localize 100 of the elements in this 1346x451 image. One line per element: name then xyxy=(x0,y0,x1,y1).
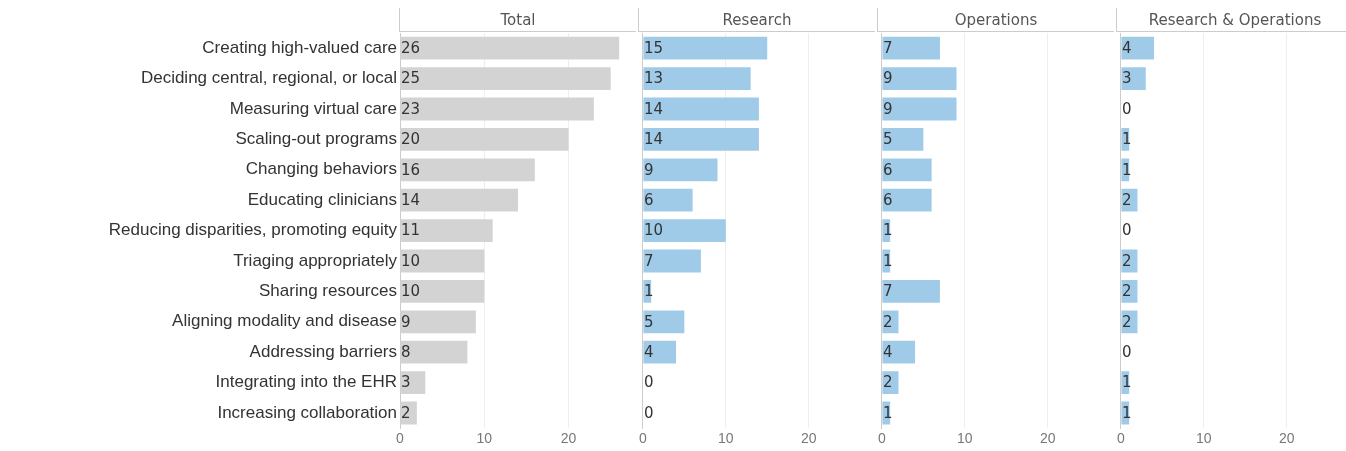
data-label: 3 xyxy=(401,373,411,392)
y-tick-label: Sharing resources xyxy=(259,281,397,301)
data-label: 7 xyxy=(643,251,654,270)
chart-title: Research xyxy=(638,8,875,32)
x-tick-label: 0 xyxy=(396,430,405,447)
data-label: 11 xyxy=(401,221,421,240)
y-tick-label: Increasing collaboration xyxy=(217,402,397,422)
y-tick-label: Integrating into the EHR xyxy=(215,372,397,392)
data-label: 0 xyxy=(643,373,654,392)
chart-title: Total xyxy=(399,8,636,32)
x-tick-label: 10 xyxy=(718,430,734,447)
x-tick-label: 10 xyxy=(1196,430,1212,447)
bar xyxy=(882,36,940,60)
data-label: 15 xyxy=(643,39,663,58)
data-label: 14 xyxy=(401,191,421,210)
data-label: 6 xyxy=(643,191,654,210)
y-tick-label: Creating high-valued care xyxy=(202,37,397,57)
data-label: 26 xyxy=(401,39,421,58)
y-tick-label: Changing behaviors xyxy=(245,159,397,179)
y-tick-label: Scaling-out programs xyxy=(235,129,397,149)
bar xyxy=(643,219,726,242)
data-label: 2 xyxy=(1121,191,1132,210)
data-label: 1 xyxy=(882,403,893,422)
data-label: 8 xyxy=(401,343,411,362)
y-tick-label: Educating clinicians xyxy=(247,189,397,209)
bar xyxy=(643,188,693,212)
bar xyxy=(882,188,932,212)
data-label: 6 xyxy=(882,191,893,210)
data-label: 0 xyxy=(1121,99,1132,118)
y-tick-label: Aligning modality and disease xyxy=(172,311,397,331)
y-tick-label: Addressing barriers xyxy=(249,341,397,361)
data-label: 9 xyxy=(643,160,654,179)
bar xyxy=(882,340,916,364)
data-label: 9 xyxy=(882,99,893,118)
chart-title: Research & Operations xyxy=(1116,8,1346,32)
y-tick-label: Deciding central, regional, or local xyxy=(140,68,397,88)
x-tick-label: 20 xyxy=(800,430,817,447)
x-tick-label: 0 xyxy=(1116,430,1125,447)
bar xyxy=(643,36,768,60)
data-label: 6 xyxy=(882,160,893,179)
data-label: 10 xyxy=(401,282,421,301)
x-tick-label: 20 xyxy=(1278,430,1295,447)
data-label: 5 xyxy=(882,130,893,149)
data-label: 9 xyxy=(882,69,893,88)
data-label: 9 xyxy=(401,312,411,331)
bar xyxy=(643,128,759,151)
data-label: 7 xyxy=(882,282,893,301)
data-label: 4 xyxy=(1121,39,1132,58)
y-tick-label: Reducing disparities, promoting equity xyxy=(108,220,398,240)
data-label: 10 xyxy=(401,251,421,270)
data-label: 2 xyxy=(882,373,893,392)
x-tick-label: 20 xyxy=(560,430,577,447)
data-label: 2 xyxy=(1121,251,1132,270)
y-tick-label: Measuring virtual care xyxy=(229,98,397,118)
x-tick-label: 20 xyxy=(1039,430,1056,447)
data-label: 23 xyxy=(401,99,421,118)
bar xyxy=(882,158,932,182)
data-label: 1 xyxy=(1121,373,1132,392)
data-label: 2 xyxy=(401,403,411,422)
data-label: 1 xyxy=(882,251,893,270)
bar xyxy=(1121,67,1146,90)
data-label: 0 xyxy=(1121,221,1132,240)
data-label: 14 xyxy=(643,99,663,118)
data-label: 10 xyxy=(643,221,663,240)
data-label: 1 xyxy=(1121,130,1132,149)
data-label: 4 xyxy=(882,343,893,362)
chart-title: Operations xyxy=(877,8,1114,32)
data-label: 5 xyxy=(643,312,654,331)
y-tick-label: Triaging appropriately xyxy=(233,250,398,270)
data-label: 1 xyxy=(1121,403,1132,422)
data-label: 0 xyxy=(1121,343,1132,362)
data-label: 13 xyxy=(643,69,663,88)
bar xyxy=(643,340,677,364)
data-label: 2 xyxy=(1121,282,1132,301)
bar xyxy=(643,158,718,182)
data-label: 2 xyxy=(882,312,893,331)
bar xyxy=(882,67,957,90)
data-label: 3 xyxy=(1121,69,1132,88)
x-tick-label: 0 xyxy=(638,430,647,447)
data-label: 7 xyxy=(882,39,893,58)
bar xyxy=(643,97,759,121)
data-label: 1 xyxy=(1121,160,1132,179)
bar xyxy=(643,310,685,334)
data-label: 4 xyxy=(643,343,654,362)
data-label: 1 xyxy=(643,282,654,301)
data-label: 2 xyxy=(1121,312,1132,331)
data-label: 1 xyxy=(882,221,893,240)
bar xyxy=(882,97,957,121)
x-tick-label: 10 xyxy=(957,430,973,447)
x-tick-label: 10 xyxy=(476,430,493,447)
data-label: 14 xyxy=(643,130,663,149)
bar xyxy=(643,67,751,90)
data-label: 16 xyxy=(401,160,421,179)
bar xyxy=(882,128,924,151)
bar xyxy=(643,249,701,273)
data-label: 0 xyxy=(643,403,654,422)
data-label: 25 xyxy=(401,69,421,88)
data-label: 20 xyxy=(401,130,421,149)
bar xyxy=(1121,36,1155,60)
bar xyxy=(882,280,940,303)
